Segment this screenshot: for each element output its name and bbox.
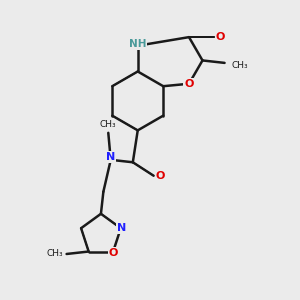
Text: CH₃: CH₃	[100, 120, 117, 129]
Text: N: N	[106, 152, 116, 162]
Text: N: N	[117, 223, 127, 233]
Text: NH: NH	[129, 40, 146, 50]
Text: CH₃: CH₃	[232, 61, 249, 70]
Text: O: O	[109, 248, 118, 258]
Text: O: O	[216, 32, 225, 42]
Text: O: O	[184, 79, 194, 89]
Text: O: O	[156, 171, 165, 181]
Text: CH₃: CH₃	[46, 250, 63, 259]
